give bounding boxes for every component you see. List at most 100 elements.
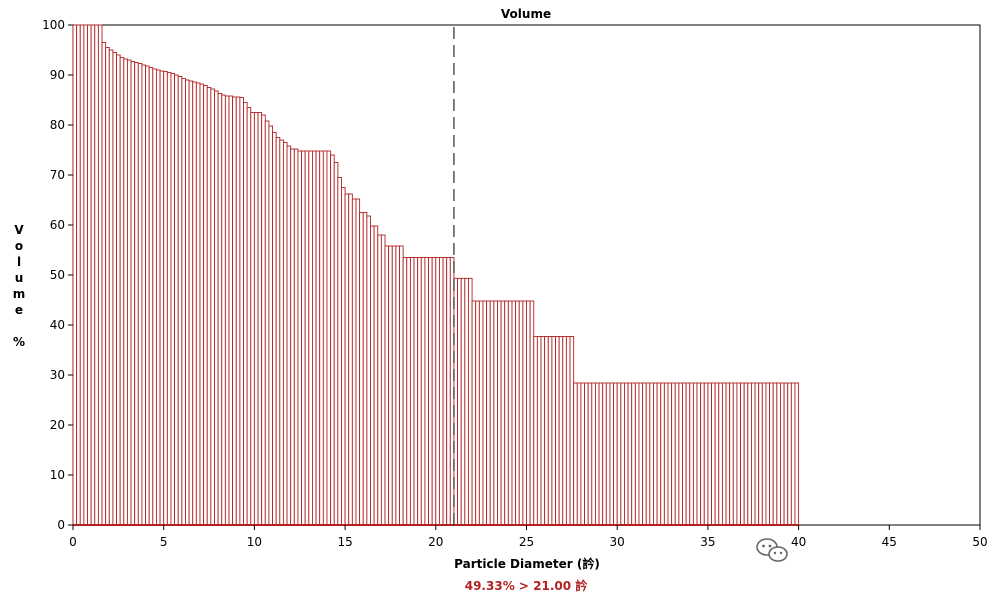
bar — [373, 225, 379, 526]
bar — [540, 336, 546, 526]
bar — [729, 382, 734, 526]
bar — [769, 382, 774, 526]
bar — [148, 67, 154, 526]
bar — [166, 72, 172, 526]
bar — [761, 382, 767, 526]
bar — [732, 382, 738, 526]
bar — [293, 148, 299, 526]
x-axis-label: Particle Diameter (訡) — [454, 556, 600, 571]
bar — [682, 382, 687, 526]
bar — [678, 382, 683, 526]
bar — [544, 336, 549, 526]
bar — [402, 257, 408, 526]
y-axis-label-char: o — [15, 239, 23, 253]
bar — [609, 382, 615, 526]
bar — [598, 382, 604, 526]
bar — [199, 83, 205, 526]
bar — [359, 212, 364, 526]
x-tick-label: 25 — [519, 535, 534, 549]
bar — [471, 300, 477, 526]
bar — [475, 300, 480, 526]
bar — [319, 150, 324, 526]
bar — [224, 95, 230, 526]
bar — [155, 69, 161, 526]
bar — [482, 300, 488, 526]
bar — [507, 300, 513, 526]
bar — [446, 257, 451, 526]
bar — [776, 382, 781, 526]
bar — [264, 120, 270, 526]
y-tick-label: 50 — [50, 268, 65, 282]
y-axis-label-char: l — [17, 255, 21, 269]
bar — [217, 93, 223, 526]
y-tick-label: 90 — [50, 68, 65, 82]
bar — [424, 257, 430, 526]
x-tick-label: 50 — [972, 535, 987, 549]
bar — [794, 382, 800, 526]
bar — [631, 382, 636, 526]
bar — [685, 382, 691, 526]
bar — [268, 125, 273, 526]
bar — [322, 150, 328, 526]
bar — [613, 382, 618, 526]
bar — [787, 382, 792, 526]
bar — [584, 382, 589, 526]
bar — [438, 257, 444, 526]
bar — [573, 382, 578, 526]
bar — [377, 234, 382, 526]
bar — [221, 94, 226, 526]
bar — [457, 277, 462, 526]
bar — [170, 73, 176, 526]
bar — [442, 257, 448, 526]
bar — [257, 112, 263, 526]
bar — [743, 382, 749, 526]
bar — [301, 150, 306, 526]
x-axis-ticks: 0 5 10 15 20 25 30 35 40 45 50 — [69, 525, 988, 549]
bar — [478, 300, 484, 526]
bar — [638, 382, 644, 526]
bar — [671, 382, 676, 526]
bar — [533, 336, 538, 526]
bar — [714, 382, 720, 526]
bar — [780, 382, 785, 526]
bar — [348, 193, 353, 526]
bar — [526, 300, 531, 526]
bar — [370, 225, 375, 526]
bar — [83, 24, 88, 526]
bar — [399, 245, 404, 526]
wechat-icon — [756, 538, 788, 562]
bar — [333, 162, 339, 526]
x-tick-label: 5 — [160, 535, 168, 549]
x-tick-label: 35 — [700, 535, 715, 549]
cursor-readout: 49.33% > 21.00 訡 — [465, 578, 589, 593]
bar — [700, 382, 705, 526]
bar — [304, 150, 310, 526]
x-tick-label: 15 — [337, 535, 352, 549]
bar — [420, 257, 426, 526]
bar — [203, 85, 208, 526]
bar — [711, 382, 716, 526]
bar — [163, 71, 168, 526]
bar — [395, 245, 400, 526]
bar — [493, 300, 498, 526]
y-axis-label-char: % — [13, 335, 25, 349]
bar — [500, 300, 506, 526]
bar — [344, 193, 350, 526]
bar — [460, 277, 466, 526]
bar — [634, 382, 640, 526]
bar — [250, 112, 255, 526]
bar — [97, 24, 103, 526]
bar — [790, 382, 796, 526]
bar — [642, 382, 647, 526]
y-tick-label: 100 — [42, 18, 65, 32]
bar — [565, 336, 571, 526]
bar — [123, 58, 128, 526]
bar — [409, 257, 415, 526]
y-axis-label-char: u — [15, 271, 24, 285]
bar — [105, 47, 110, 526]
bar — [536, 336, 542, 526]
bar — [326, 150, 332, 526]
y-tick-label: 70 — [50, 168, 65, 182]
watermark — [756, 538, 788, 562]
bar — [174, 74, 179, 526]
